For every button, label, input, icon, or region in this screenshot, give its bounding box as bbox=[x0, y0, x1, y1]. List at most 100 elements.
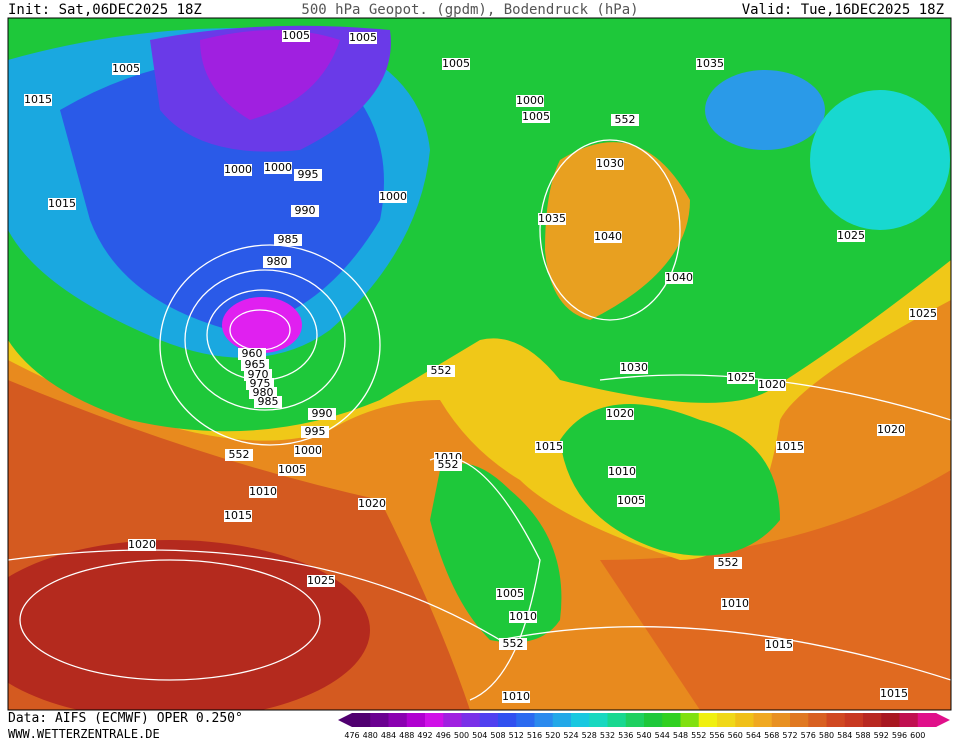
colorbar-label: 596 bbox=[892, 731, 907, 740]
data-source: Data: AIFS (ECMWF) OPER 0.250° bbox=[8, 711, 243, 726]
isobar-labels: 1005 1005 1005 1005 1015 1000 1005 552 1035 1030 1… bbox=[24, 29, 937, 703]
colorbar-label: 480 bbox=[363, 731, 378, 740]
label-box bbox=[596, 158, 624, 170]
colorbar-label: 556 bbox=[709, 731, 724, 740]
label-box bbox=[727, 372, 755, 384]
isobar-label: 1020 bbox=[606, 407, 634, 420]
isobar-label: 1035 bbox=[696, 57, 724, 70]
label-box bbox=[278, 464, 306, 476]
label-box bbox=[379, 191, 407, 203]
isobar-label: 995 bbox=[298, 168, 319, 181]
isobar-label: 552 bbox=[615, 113, 636, 126]
colorbar-swatch bbox=[352, 713, 371, 727]
isobar-label: 1005 bbox=[278, 463, 306, 476]
isobar-label: 1005 bbox=[349, 31, 377, 44]
colorbar-swatch bbox=[388, 713, 408, 727]
label-box bbox=[238, 348, 266, 360]
isobar-label: 1005 bbox=[442, 57, 470, 70]
label-box bbox=[427, 365, 455, 377]
colorbar-arrow bbox=[936, 713, 950, 727]
colorbar-label: 584 bbox=[837, 731, 852, 740]
colorbar-swatch bbox=[863, 713, 882, 727]
isobar-label: 1015 bbox=[535, 440, 563, 453]
colorbar-swatch bbox=[717, 713, 736, 727]
isobar-label: 552 bbox=[438, 458, 459, 471]
isobar-label: 1005 bbox=[112, 62, 140, 75]
label-box bbox=[758, 379, 786, 391]
label-box bbox=[516, 95, 544, 107]
isobar-label: 1040 bbox=[594, 230, 622, 243]
isobar-label: 980 bbox=[253, 386, 274, 399]
label-box bbox=[608, 466, 636, 478]
isobar-label: 985 bbox=[258, 395, 279, 408]
colorbar-label: 500 bbox=[454, 731, 469, 740]
isobar-label: 1000 bbox=[379, 190, 407, 203]
colorbar-label: 600 bbox=[910, 731, 925, 740]
label-box bbox=[496, 588, 524, 600]
colorbar-label: 488 bbox=[399, 731, 414, 740]
valid-time: Valid: Tue,16DEC2025 18Z bbox=[742, 2, 944, 18]
isobar-label: 990 bbox=[295, 204, 316, 217]
colorbar-swatch bbox=[534, 713, 554, 727]
isobar-label: 1005 bbox=[282, 29, 310, 42]
isobar-label: 1010 bbox=[502, 690, 530, 703]
label-box bbox=[620, 362, 648, 374]
colorbar-label: 588 bbox=[855, 731, 870, 740]
colorbar-swatch bbox=[698, 713, 718, 727]
colorbar-label: 564 bbox=[746, 731, 761, 740]
isobar-label: 1015 bbox=[765, 638, 793, 651]
colorbar-swatch bbox=[571, 713, 590, 727]
colorbar-swatch bbox=[844, 713, 864, 727]
isobar-label: 552 bbox=[431, 364, 452, 377]
colorbar-swatch bbox=[790, 713, 809, 727]
isobar-label: 1020 bbox=[128, 538, 156, 551]
isobar-label: 552 bbox=[229, 448, 250, 461]
colorbar-swatch bbox=[406, 713, 426, 727]
isobar-label: 965 bbox=[245, 358, 266, 371]
isobar-label: 1015 bbox=[48, 197, 76, 210]
website: WWW.WETTERZENTRALE.DE bbox=[8, 727, 160, 741]
isobar-label: 1015 bbox=[224, 509, 252, 522]
colorbar-swatch bbox=[552, 713, 572, 727]
colorbar-label: 536 bbox=[618, 731, 633, 740]
isobar-label: 980 bbox=[267, 255, 288, 268]
label-box bbox=[224, 164, 252, 176]
colorbar-label: 528 bbox=[582, 731, 597, 740]
label-box bbox=[522, 111, 550, 123]
label-box bbox=[714, 557, 742, 569]
isobar-label: 1000 bbox=[516, 94, 544, 107]
label-box bbox=[264, 162, 292, 174]
label-box bbox=[358, 498, 386, 510]
label-box bbox=[442, 58, 470, 70]
colorbar-label: 552 bbox=[691, 731, 706, 740]
label-box bbox=[617, 495, 645, 507]
colorbar-swatch bbox=[589, 713, 608, 727]
isobar-label: 1010 bbox=[249, 485, 277, 498]
isobar-label: 1015 bbox=[24, 93, 52, 106]
isobar-label: 1005 bbox=[617, 494, 645, 507]
isobar-label: 995 bbox=[305, 425, 326, 438]
label-box bbox=[776, 441, 804, 453]
colorbar-label: 580 bbox=[819, 731, 834, 740]
label-box bbox=[349, 32, 377, 44]
colorbar-label: 516 bbox=[527, 731, 542, 740]
isobar-label: 975 bbox=[250, 377, 271, 390]
colorbar-swatch bbox=[662, 713, 681, 727]
isobar-label: 552 bbox=[503, 637, 524, 650]
isobar-label: 1015 bbox=[776, 440, 804, 453]
label-box bbox=[535, 441, 563, 453]
colorbar-label: 544 bbox=[655, 731, 670, 740]
map-field bbox=[8, 18, 951, 710]
colorbar-swatch bbox=[644, 713, 663, 727]
colorbar-label: 548 bbox=[673, 731, 688, 740]
colorbar-label: 532 bbox=[600, 731, 615, 740]
colorbar-swatch bbox=[899, 713, 919, 727]
isobar-label: 990 bbox=[312, 407, 333, 420]
colorbar-label: 592 bbox=[874, 731, 889, 740]
isobar-label: 1015 bbox=[880, 687, 908, 700]
colorbar-swatch bbox=[425, 713, 444, 727]
colorbar-swatch bbox=[680, 713, 700, 727]
label-box bbox=[24, 94, 52, 106]
isobar-label: 1025 bbox=[837, 229, 865, 242]
